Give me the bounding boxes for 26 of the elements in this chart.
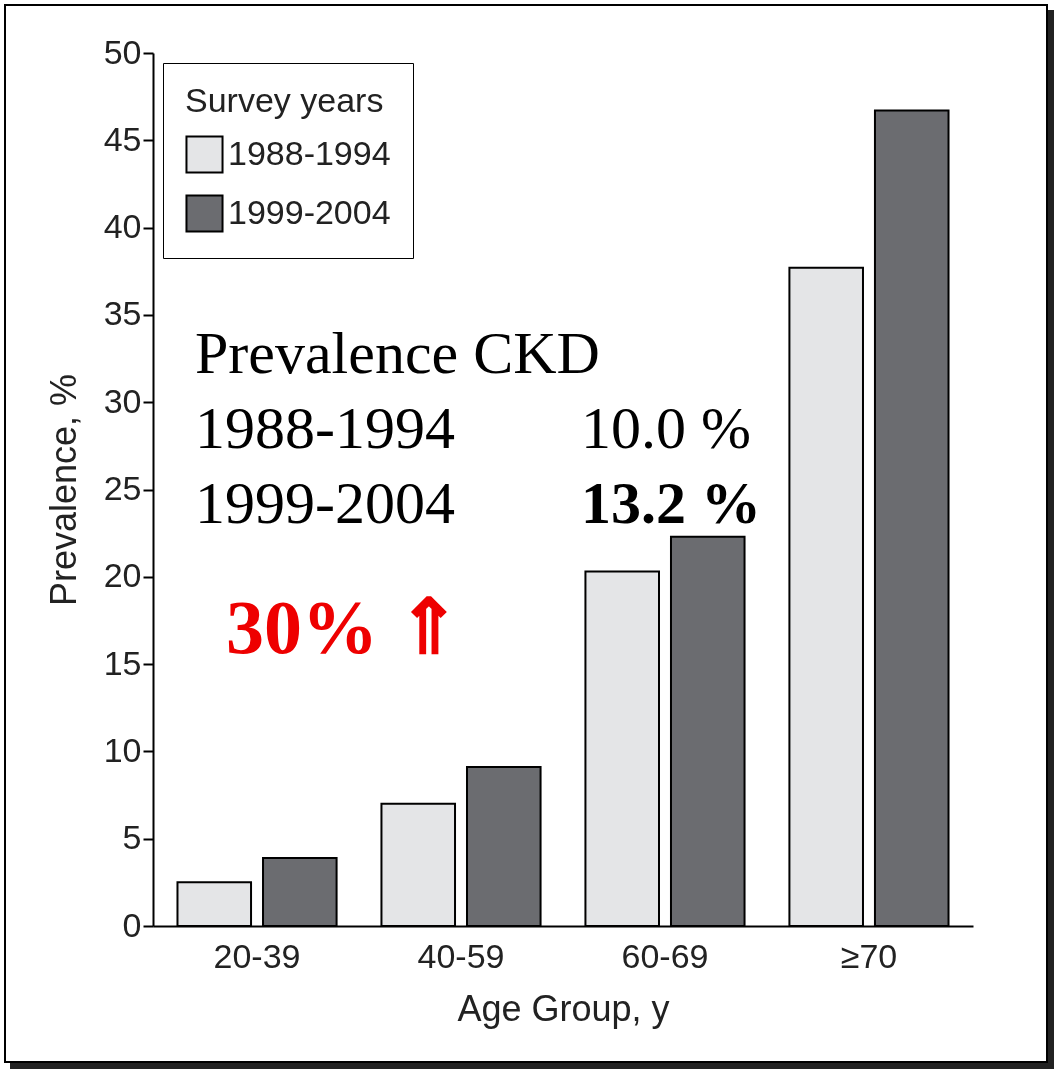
y-tick-label: 0 (122, 905, 142, 944)
y-tick-label: 10 (103, 730, 142, 769)
y-tick-label: 35 (103, 294, 142, 333)
x-tick-label: 40-59 (417, 936, 505, 975)
y-tick-label: 50 (103, 32, 142, 71)
legend-label: 1999-2004 (228, 192, 391, 231)
legend-title: Survey years (185, 81, 384, 119)
y-tick-label: 20 (103, 556, 142, 595)
y-axis-title: Prevalence, % (42, 373, 84, 607)
legend-label: 1988-1994 (228, 133, 391, 172)
annotation: Prevalence CKD (195, 320, 600, 386)
annotation: 1999-2004 (195, 470, 455, 536)
y-tick-label: 25 (103, 469, 142, 507)
annotation: 1988-1994 (195, 395, 455, 461)
y-tick-label: 40 (103, 207, 142, 246)
y-tick-label: 45 (103, 119, 142, 158)
annotation: 13.2 % (581, 470, 761, 536)
x-tick-label: 60-69 (621, 936, 709, 975)
x-axis-title: Age Group, y (457, 987, 670, 1029)
y-tick-label: 30 (103, 381, 142, 420)
y-tick-label: 5 (122, 818, 142, 857)
x-tick-label: 20-39 (213, 936, 301, 975)
x-tick-label: ≥70 (840, 936, 898, 975)
annotation: 10.0 % (581, 395, 751, 461)
annotation: 30% ⇑ (226, 585, 461, 669)
y-tick-label: 15 (103, 643, 142, 682)
